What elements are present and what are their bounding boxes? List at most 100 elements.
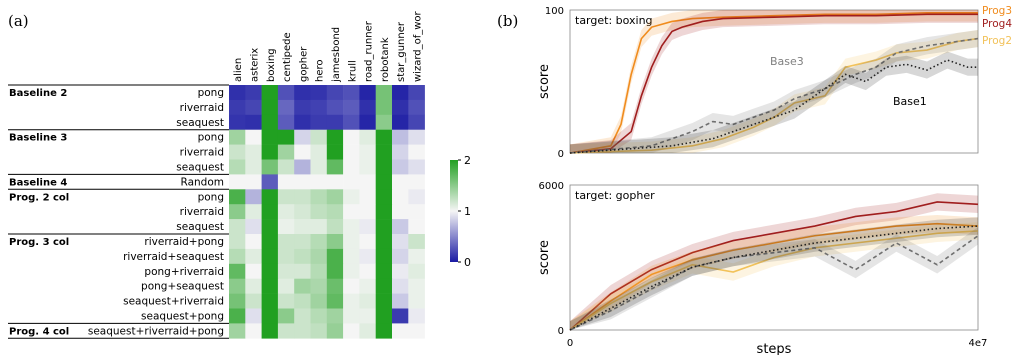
heatmap-cell <box>245 204 262 220</box>
group-label: Baseline 3 <box>9 133 67 144</box>
series-band <box>570 30 978 153</box>
heatmap-cell <box>392 85 409 101</box>
heatmap-cell <box>277 293 295 309</box>
x-tick-label: 4e7 <box>969 338 988 349</box>
heatmap-cell <box>294 278 311 294</box>
heatmap-cell <box>359 248 376 265</box>
heatmap-panel: alien asterix boxing centipede gopher hero jam… <box>8 10 425 339</box>
series-line <box>569 37 979 154</box>
heatmap-cell <box>310 219 328 235</box>
heatmap-cell <box>294 85 311 101</box>
series-band <box>570 214 978 330</box>
panel-a-label: (a) <box>8 12 29 30</box>
heatmap-cell <box>294 219 311 235</box>
heatmap-cell <box>310 234 328 250</box>
heatmap-cell <box>310 323 328 339</box>
heatmap-cell <box>392 204 409 220</box>
heatmap-cell <box>294 189 311 205</box>
heatmap-cell <box>261 278 279 294</box>
heatmap-cell <box>310 144 328 160</box>
column-label: alien <box>233 58 244 82</box>
heatmap-cell <box>310 85 328 101</box>
heatmap-cell <box>294 174 311 190</box>
heatmap-cell <box>294 99 311 116</box>
heatmap-cell <box>408 263 425 279</box>
row-label: pong <box>198 87 224 99</box>
heatmap-cell <box>277 308 295 324</box>
heatmap-cell <box>326 219 344 235</box>
heatmap-cell <box>359 174 376 190</box>
y-tick-label: 6000 <box>539 181 564 192</box>
heatmap-cell <box>375 174 393 190</box>
plot-title: target: gopher <box>575 189 655 202</box>
heatmap-cell <box>277 144 295 160</box>
row-label: riverraid+seaquest <box>123 251 224 263</box>
heatmap-cell <box>229 293 246 309</box>
heatmap-cell <box>326 189 344 205</box>
group-label: Prog. 4 col <box>9 326 69 337</box>
heatmap-cell <box>326 278 344 294</box>
heatmap-cell <box>261 174 279 190</box>
heatmap-cell <box>359 323 376 339</box>
row-label: seaquest <box>176 162 224 174</box>
heatmap-cell <box>392 159 409 175</box>
column-label: boxing <box>266 48 277 82</box>
heatmap-cell <box>261 248 279 265</box>
heatmap-cell <box>261 144 279 160</box>
heatmap-cell <box>310 189 328 205</box>
heatmap-cell <box>245 323 262 339</box>
heatmap-cell <box>294 293 311 309</box>
heatmap-cell <box>326 323 344 339</box>
heatmap-cell <box>359 234 376 250</box>
heatmap-cell <box>310 159 328 175</box>
colorbar-tick-label: 0 <box>464 256 471 269</box>
heatmap-cell <box>277 129 295 145</box>
heatmap-cell <box>277 234 295 250</box>
heatmap-cell <box>359 219 376 235</box>
heatmap-cell <box>408 114 425 130</box>
heatmap-cell <box>343 293 360 309</box>
heatmap-cell <box>229 263 246 279</box>
heatmap-cell <box>310 248 328 265</box>
heatmap-cell <box>326 174 344 190</box>
heatmap-cell <box>277 248 295 265</box>
heatmap-cell <box>326 114 344 130</box>
plot-title: target: boxing <box>575 14 653 27</box>
heatmap-cell <box>294 263 311 279</box>
y-tick-label: 0 <box>558 149 564 160</box>
heatmap-cell <box>375 144 393 160</box>
heatmap-cell <box>277 85 295 101</box>
heatmap-cell <box>408 99 425 116</box>
heatmap-cell <box>294 308 311 324</box>
heatmap-cell <box>408 174 425 190</box>
row-label: Random <box>181 176 224 188</box>
series-band <box>570 51 978 153</box>
heatmap-cell <box>245 129 262 145</box>
heatmap-cell <box>375 263 393 279</box>
heatmap-cell <box>229 114 246 130</box>
heatmap-cell <box>326 308 344 324</box>
heatmap-cell <box>277 99 295 116</box>
column-label: centipede <box>282 32 293 82</box>
series-band <box>570 10 978 153</box>
heatmap-cell <box>375 85 393 101</box>
heatmap-cell <box>229 248 246 265</box>
heatmap-cell <box>277 189 295 205</box>
row-label: pong <box>198 191 224 203</box>
heatmap-cell <box>392 99 409 116</box>
heatmap-cell <box>310 278 328 294</box>
heatmap-cell <box>245 278 262 294</box>
heatmap-cell <box>326 248 344 265</box>
heatmap-cell <box>359 204 376 220</box>
heatmap-cell <box>229 308 246 324</box>
series-band <box>570 227 978 330</box>
colorbar-tick-label: 2 <box>464 154 471 167</box>
heatmap-cell <box>294 144 311 160</box>
y-tick-label: 0 <box>558 326 564 337</box>
heatmap-cell <box>375 234 393 250</box>
heatmap-cell <box>294 204 311 220</box>
heatmap-cell <box>326 129 344 145</box>
column-label: road_runner <box>364 20 375 82</box>
heatmap-cell <box>392 114 409 130</box>
